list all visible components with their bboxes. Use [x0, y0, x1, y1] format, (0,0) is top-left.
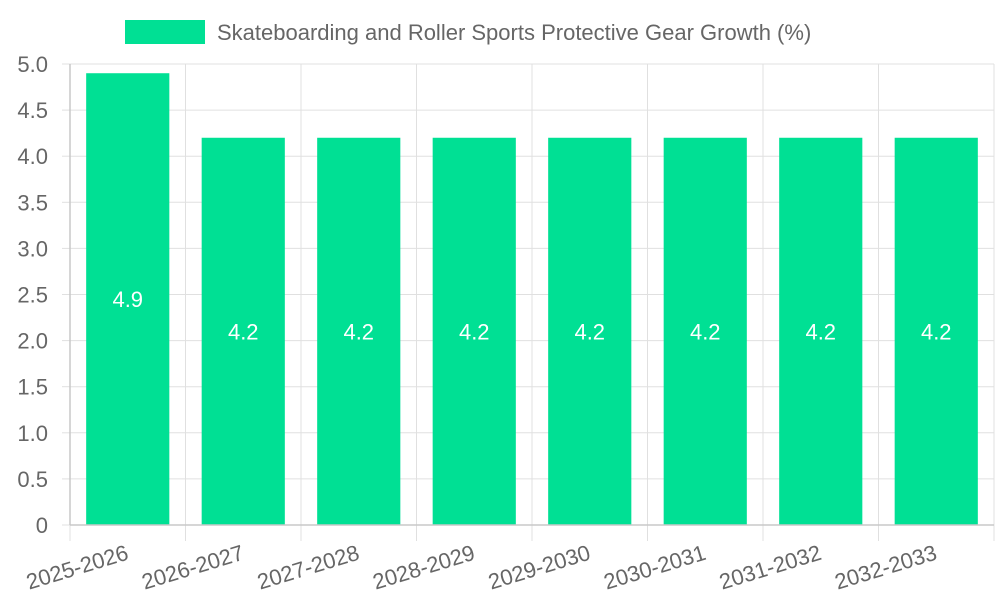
bar-data-label: 4.2 — [574, 319, 605, 344]
bar — [201, 137, 285, 525]
x-tick-label: 2025-2026 — [23, 540, 131, 595]
y-tick-label: 5.0 — [17, 52, 48, 77]
bar-data-label: 4.2 — [921, 319, 952, 344]
bar-data-label: 4.9 — [112, 287, 143, 312]
x-axis-ticks: 2025-2026 2026-2027 2027-2028 2028-2029 2029… — [23, 540, 939, 595]
bar — [548, 137, 632, 525]
x-tick-label: 2027-2028 — [254, 540, 362, 595]
y-tick-label: 2.5 — [17, 283, 48, 308]
bar-data-label: 4.2 — [805, 319, 836, 344]
legend[interactable]: Skateboarding and Roller Sports Protecti… — [125, 20, 811, 45]
x-tick-label: 2028-2029 — [370, 540, 478, 595]
x-tick-label: 2032-2033 — [832, 540, 940, 595]
axes — [69, 64, 994, 526]
bar-data-label: 4.2 — [228, 319, 259, 344]
legend-swatch — [125, 20, 205, 44]
bar-data-label: 4.2 — [690, 319, 721, 344]
y-axis-ticks: 0 0.5 1.0 1.5 2.0 2.5 3.0 3.5 4.0 4.5 5.0 — [17, 52, 70, 538]
bar-data-label: 4.2 — [459, 319, 490, 344]
y-tick-label: 3.5 — [17, 190, 48, 215]
bar — [317, 137, 401, 525]
y-tick-label: 1.5 — [17, 375, 48, 400]
x-tick-label: 2030-2031 — [601, 540, 709, 595]
y-tick-label: 0 — [36, 513, 48, 538]
bar — [779, 137, 863, 525]
x-tick-label: 2031-2032 — [716, 540, 824, 595]
bar — [663, 137, 747, 525]
y-tick-label: 4.5 — [17, 98, 48, 123]
y-tick-label: 2.0 — [17, 329, 48, 354]
y-tick-label: 4.0 — [17, 144, 48, 169]
y-tick-label: 3.0 — [17, 236, 48, 261]
y-tick-label: 0.5 — [17, 467, 48, 492]
x-tick-label: 2029-2030 — [485, 540, 593, 595]
data-labels: 4.9 4.2 4.2 4.2 4.2 4.2 4.2 4.2 — [112, 287, 951, 344]
y-tick-label: 1.0 — [17, 421, 48, 446]
bar-data-label: 4.2 — [343, 319, 374, 344]
bar — [432, 137, 516, 525]
bars — [86, 73, 978, 525]
bar — [894, 137, 978, 525]
legend-label: Skateboarding and Roller Sports Protecti… — [217, 20, 811, 45]
x-tick-label: 2026-2027 — [139, 540, 247, 595]
bar — [86, 73, 170, 525]
